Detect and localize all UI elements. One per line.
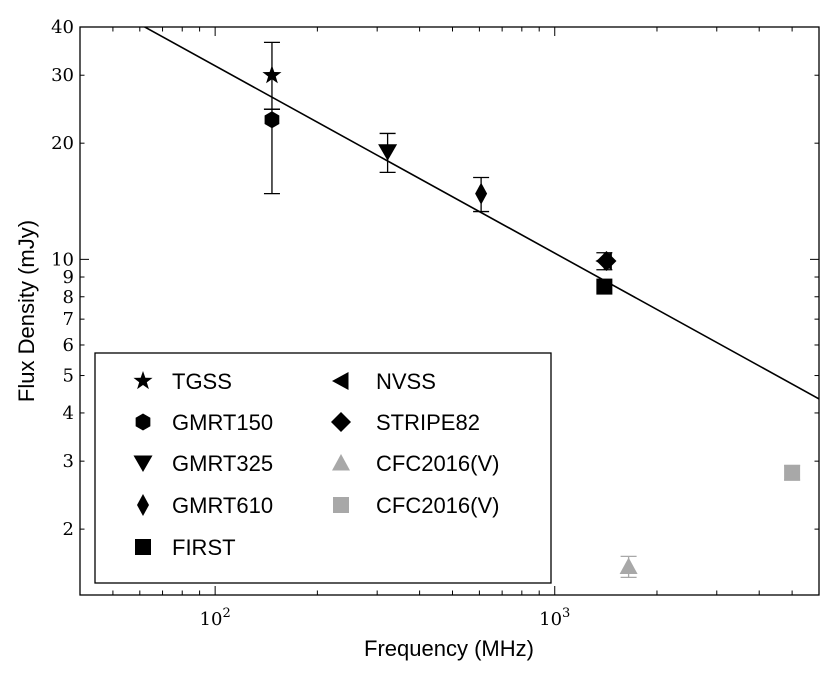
- fit-line: [143, 27, 819, 400]
- legend-marker: [331, 412, 351, 432]
- y-tick-label: 2: [63, 519, 74, 540]
- legend-marker: [133, 371, 153, 390]
- legend-label: CFC2016(V): [376, 451, 499, 476]
- fit-line-layer: [143, 27, 819, 400]
- x-axis-label: Frequency (MHz): [364, 636, 534, 661]
- legend-label: FIRST: [172, 535, 236, 560]
- y-axis-label: Flux Density (mJy): [14, 220, 39, 402]
- y-tick-label: 6: [63, 335, 74, 356]
- legend-label: CFC2016(V): [376, 493, 499, 518]
- y-tick-label: 5: [63, 366, 74, 387]
- legend-frame: [94, 352, 552, 584]
- legend-marker: [135, 413, 151, 431]
- legend-marker: [135, 539, 151, 555]
- legend-label: GMRT325: [172, 451, 273, 476]
- x-tick-label: 103: [539, 606, 570, 630]
- data-point: [262, 65, 282, 84]
- legend-label: GMRT610: [172, 493, 273, 518]
- legend-marker: [333, 497, 349, 513]
- data-points-layer: [262, 41, 801, 578]
- x-tick-exponent: 2: [222, 606, 230, 621]
- x-tick-label: 102: [200, 606, 231, 630]
- tick-marks: [79, 26, 820, 595]
- x-tick-exponent: 3: [562, 606, 570, 621]
- legend-label: TGSS: [172, 369, 232, 394]
- legend: TGSS GMRT150 GMRT325 GMRT610 FIRST NVSS STRIPE…: [94, 352, 552, 584]
- y-tick-label: 3: [63, 451, 74, 472]
- data-point: [475, 182, 488, 205]
- y-tick-label: 7: [63, 309, 74, 330]
- data-point: [619, 557, 638, 575]
- plot-frame: [79, 26, 820, 596]
- x-tick-base: 10: [539, 609, 562, 630]
- legend-label: NVSS: [376, 369, 436, 394]
- x-tick-labels: 102 103: [200, 606, 571, 630]
- data-point: [596, 278, 613, 295]
- data-point: [784, 464, 801, 481]
- data-point: [264, 111, 280, 129]
- data-point: [596, 251, 617, 272]
- legend-label: GMRT150: [172, 410, 273, 435]
- y-tick-label: 20: [51, 133, 74, 154]
- y-tick-label: 8: [63, 287, 74, 308]
- data-point: [378, 144, 398, 161]
- legend-marker: [332, 372, 349, 390]
- legend-marker: [332, 454, 350, 471]
- x-tick-base: 10: [200, 609, 223, 630]
- y-tick-label: 40: [51, 17, 74, 38]
- legend-marker: [137, 494, 149, 516]
- y-tick-label: 9: [63, 267, 74, 288]
- legend-marker: [133, 455, 153, 472]
- y-tick-label: 30: [51, 65, 74, 86]
- y-tick-label: 10: [51, 249, 74, 270]
- y-tick-label: 4: [63, 403, 74, 424]
- legend-label: STRIPE82: [376, 410, 480, 435]
